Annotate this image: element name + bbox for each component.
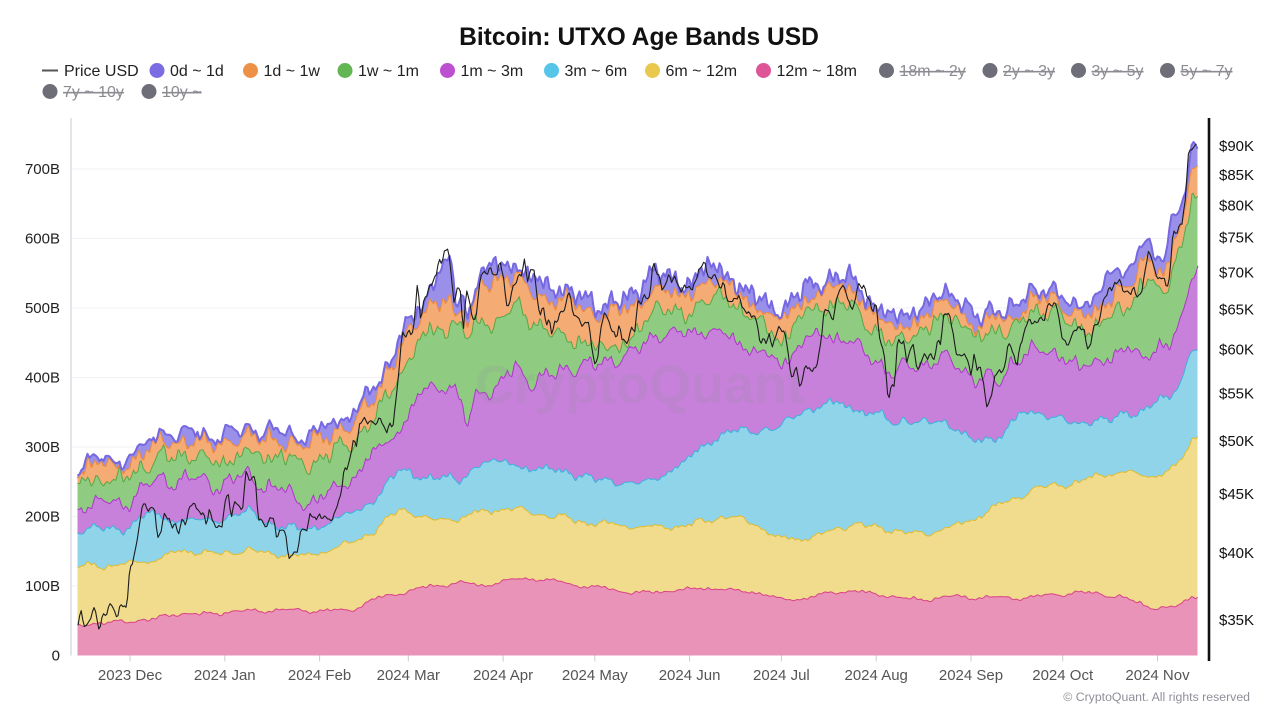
svg-text:$85K: $85K <box>1219 167 1254 184</box>
svg-text:600B: 600B <box>25 231 60 248</box>
svg-text:0d ~ 1d: 0d ~ 1d <box>170 63 224 80</box>
svg-text:2024 Nov: 2024 Nov <box>1125 667 1190 684</box>
svg-text:Bitcoin: UTXO Age Bands USD: Bitcoin: UTXO Age Bands USD <box>459 24 819 51</box>
svg-text:0: 0 <box>52 648 60 665</box>
svg-text:$90K: $90K <box>1219 138 1254 155</box>
svg-text:Price USD: Price USD <box>64 63 139 80</box>
svg-text:$65K: $65K <box>1219 302 1254 319</box>
svg-text:18m ~ 2y: 18m ~ 2y <box>900 63 966 80</box>
svg-text:2024 Apr: 2024 Apr <box>473 667 533 684</box>
svg-text:200B: 200B <box>25 509 60 526</box>
svg-text:2024 Aug: 2024 Aug <box>844 667 907 684</box>
svg-text:$60K: $60K <box>1219 342 1254 359</box>
svg-text:2023 Dec: 2023 Dec <box>98 667 163 684</box>
svg-text:1m ~ 3m: 1m ~ 3m <box>461 63 524 80</box>
svg-text:2024 May: 2024 May <box>562 667 628 684</box>
svg-text:300B: 300B <box>25 439 60 456</box>
svg-text:2024 Jan: 2024 Jan <box>194 667 256 684</box>
svg-text:400B: 400B <box>25 370 60 387</box>
svg-text:$80K: $80K <box>1219 197 1254 214</box>
svg-text:2y ~ 3y: 2y ~ 3y <box>1003 63 1055 80</box>
svg-text:5y ~ 7y: 5y ~ 7y <box>1181 63 1233 80</box>
svg-text:$55K: $55K <box>1219 385 1254 402</box>
svg-text:500B: 500B <box>25 300 60 317</box>
svg-text:1d ~ 1w: 1d ~ 1w <box>264 63 321 80</box>
svg-text:$45K: $45K <box>1219 486 1254 503</box>
svg-text:2024 Mar: 2024 Mar <box>377 667 440 684</box>
svg-text:$70K: $70K <box>1219 264 1254 281</box>
svg-text:1w ~ 1m: 1w ~ 1m <box>358 63 419 80</box>
svg-text:2024 Feb: 2024 Feb <box>288 667 351 684</box>
svg-text:3m ~ 6m: 3m ~ 6m <box>565 63 628 80</box>
svg-text:10y ~: 10y ~ <box>162 84 202 101</box>
svg-text:CryptoQuant: CryptoQuant <box>475 355 805 415</box>
svg-text:2024 Sep: 2024 Sep <box>939 667 1003 684</box>
svg-text:700B: 700B <box>25 161 60 178</box>
svg-text:7y ~ 10y: 7y ~ 10y <box>63 84 124 101</box>
svg-text:2024 Jun: 2024 Jun <box>659 667 721 684</box>
svg-text:3y ~ 5y: 3y ~ 5y <box>1092 63 1144 80</box>
svg-text:2024 Jul: 2024 Jul <box>753 667 810 684</box>
svg-text:2024 Oct: 2024 Oct <box>1032 667 1094 684</box>
svg-text:$35K: $35K <box>1219 612 1254 629</box>
svg-text:6m ~ 12m: 6m ~ 12m <box>666 63 738 80</box>
svg-text:$40K: $40K <box>1219 545 1254 562</box>
svg-text:© CryptoQuant. All rights rese: © CryptoQuant. All rights reserved <box>1063 690 1250 704</box>
svg-text:$50K: $50K <box>1219 433 1254 450</box>
svg-text:$75K: $75K <box>1219 230 1254 247</box>
svg-text:12m ~ 18m: 12m ~ 18m <box>777 63 857 80</box>
svg-text:100B: 100B <box>25 578 60 595</box>
